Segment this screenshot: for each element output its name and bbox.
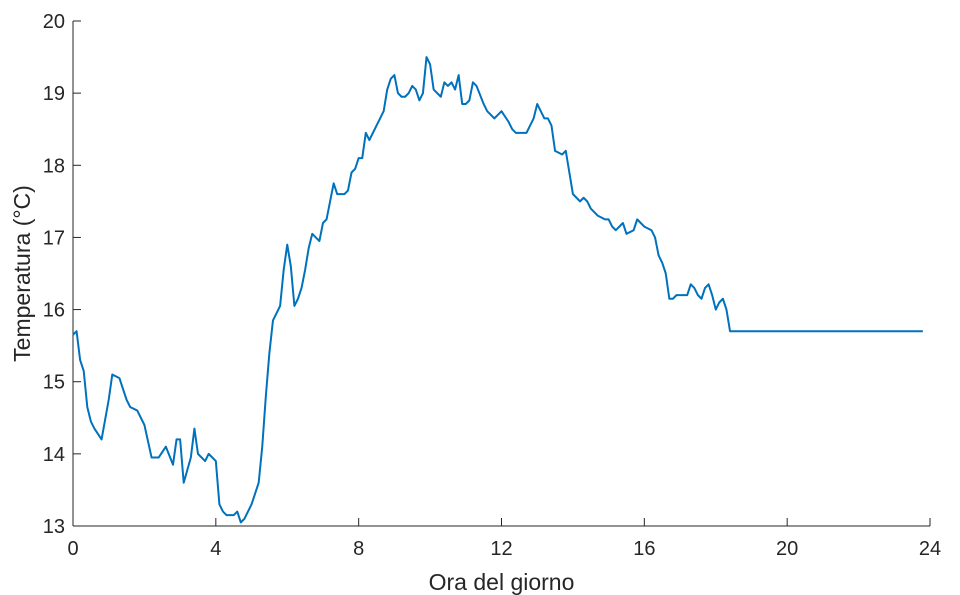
y-tick-label: 13 [43, 516, 65, 538]
x-tick-label: 4 [210, 538, 221, 560]
x-tick-label: 16 [633, 538, 655, 560]
y-tick-label: 14 [43, 444, 65, 466]
y-tick-label: 15 [43, 372, 65, 394]
series-layer [72, 56, 923, 524]
x-tick-label: 12 [490, 538, 512, 560]
x-tick-label: 8 [353, 538, 364, 560]
tick-labels: 0 4 8 12 16 20 24 13 14 15 16 17 18 19 20 [43, 11, 941, 560]
x-tick-label: 0 [67, 538, 78, 560]
series-line [72, 56, 923, 524]
x-tick-label: 24 [919, 538, 941, 560]
y-tick-label: 16 [43, 300, 65, 322]
y-tick-label: 17 [43, 227, 65, 249]
x-axis-title: Ora del giorno [429, 569, 575, 595]
y-tick-label: 20 [43, 11, 65, 33]
x-tick-label: 20 [776, 538, 798, 560]
y-tick-label: 19 [43, 83, 65, 105]
y-axis-title: Temperatura (°C) [9, 185, 35, 362]
axes [72, 20, 931, 527]
y-tick-label: 18 [43, 155, 65, 177]
